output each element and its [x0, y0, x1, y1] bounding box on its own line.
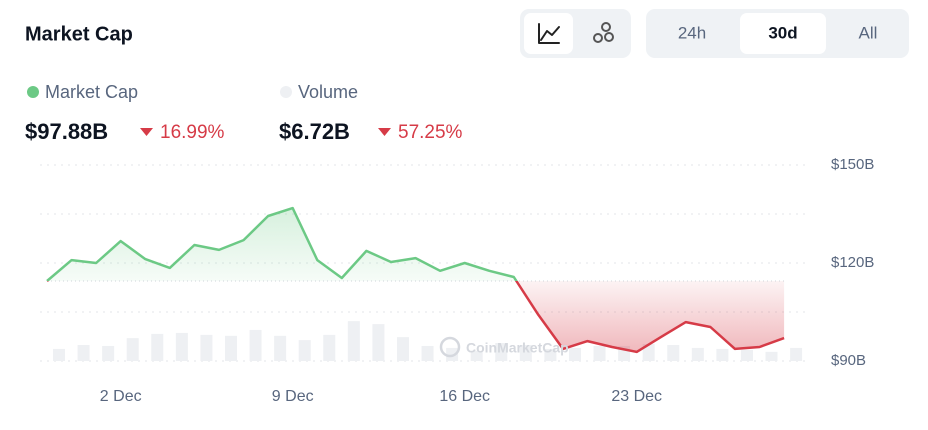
volume-bar — [642, 344, 655, 361]
volume-bar — [740, 349, 753, 361]
line-view-button[interactable] — [524, 13, 573, 54]
market-cap-line — [46, 206, 785, 354]
volume-bar — [298, 340, 311, 361]
range-button-selected[interactable] — [740, 13, 826, 54]
volume-bar — [495, 343, 508, 361]
volume-bar — [519, 344, 532, 361]
volume-bar — [323, 334, 336, 361]
area-fill — [47, 208, 785, 352]
range-button[interactable]: 30d — [768, 23, 797, 42]
volume-bar — [53, 348, 65, 361]
x-tick-label: 16 Dec — [439, 388, 490, 405]
volume-bar — [421, 345, 434, 361]
volume-bar — [790, 347, 803, 361]
y-tick-label: $90B — [831, 352, 866, 369]
y-tick-label: $150B — [831, 156, 874, 173]
volume-bar — [200, 334, 213, 361]
volume-bar — [396, 337, 409, 361]
volume-bar — [593, 345, 606, 361]
volume-bar — [568, 347, 581, 361]
y-tick-label: $120B — [831, 254, 874, 271]
volume-bar — [102, 345, 115, 361]
volume-bar — [249, 329, 262, 361]
legend-label: Market Cap — [45, 82, 138, 102]
watermark: CoinMarketCap — [466, 340, 569, 356]
volume-bar — [691, 347, 704, 361]
stat-change: 16.99% — [160, 122, 225, 143]
legend-dot — [27, 86, 39, 98]
down-arrow — [140, 128, 153, 136]
candle-view-button[interactable] — [593, 22, 614, 43]
volume-bar — [765, 351, 778, 361]
volume-bar — [175, 332, 188, 361]
volume-bar — [716, 348, 729, 361]
title: Market Cap — [25, 23, 133, 45]
x-tick-label: 9 Dec — [272, 388, 314, 405]
volume-bar — [667, 344, 680, 361]
x-tick-label: 23 Dec — [611, 388, 662, 405]
legend-dot — [280, 86, 292, 98]
line-icon — [538, 23, 560, 44]
range-button[interactable]: 24h — [678, 23, 706, 42]
down-arrow — [378, 128, 391, 136]
x-tick-label: 2 Dec — [100, 388, 142, 405]
volume-bar — [347, 321, 360, 361]
volume-bar — [77, 344, 90, 361]
volume-bar — [151, 333, 164, 361]
volume-bar — [126, 338, 139, 361]
stat-value: $97.88B — [25, 119, 108, 144]
legend-label: Volume — [298, 82, 358, 102]
volume-bar — [224, 335, 237, 361]
volume-bar — [274, 335, 287, 361]
volume-bar — [470, 350, 483, 361]
watermark-logo — [439, 336, 461, 358]
range-button[interactable]: All — [859, 23, 878, 42]
stat-change: 57.25% — [398, 122, 463, 143]
volume-bar — [372, 324, 385, 361]
volume-bar — [446, 347, 459, 361]
volume-bar — [544, 348, 557, 361]
stat-value: $6.72B — [279, 119, 350, 144]
